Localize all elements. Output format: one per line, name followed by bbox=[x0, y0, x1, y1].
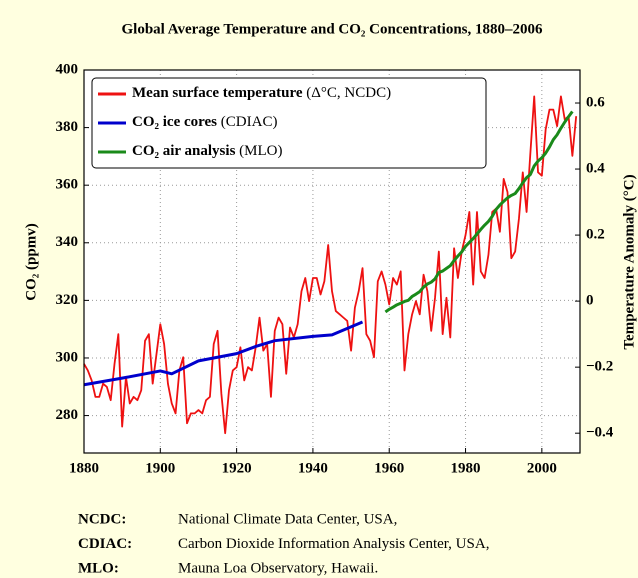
y2-tick-label: −0.4 bbox=[586, 425, 614, 441]
x-tick-label: 1920 bbox=[222, 460, 252, 476]
series-line bbox=[384, 110, 574, 314]
x-tick-label: 1880 bbox=[69, 460, 99, 476]
plot-border bbox=[83, 69, 581, 454]
y-tick-label: 400 bbox=[56, 61, 79, 77]
legend-label: CO₂ ice cores (CDIAC) bbox=[132, 114, 277, 130]
footnote-term: MLO: bbox=[78, 560, 119, 576]
y2-tick-label: 0.6 bbox=[586, 94, 605, 110]
legend-label: Mean surface temperature (Δ°C, NCDC) bbox=[132, 85, 391, 101]
x-tick-label: 1940 bbox=[298, 460, 328, 476]
footnote-text: Mauna Loa Observatory, Hawaii. bbox=[178, 560, 378, 576]
y-tick-label: 360 bbox=[56, 177, 79, 193]
footnote-text: Carbon Dioxide Information Analysis Cent… bbox=[178, 536, 489, 552]
x-tick-label: 2000 bbox=[527, 460, 557, 476]
y-tick-label: 280 bbox=[56, 407, 79, 423]
y-tick-label: 300 bbox=[56, 349, 79, 365]
footnote-term: CDIAC: bbox=[78, 536, 132, 552]
footnote-text: National Climate Data Center, USA, bbox=[178, 511, 397, 527]
legend: Mean surface temperature (Δ°C, NCDC) CO₂ … bbox=[91, 77, 487, 169]
x-tick-label: 1980 bbox=[451, 460, 481, 476]
footnotes: NCDC: National Climate Data Center, USA, C… bbox=[78, 511, 489, 576]
x-tick-label: 1900 bbox=[145, 460, 175, 476]
footnote-term: NCDC: bbox=[78, 511, 126, 527]
legend-label: CO₂ air analysis (MLO) bbox=[132, 143, 282, 159]
y2-tick-label: 0.2 bbox=[586, 227, 605, 243]
y2-tick-label: −0.2 bbox=[586, 359, 613, 375]
series-line bbox=[83, 320, 364, 387]
lines bbox=[83, 95, 578, 435]
x-tick-label: 1960 bbox=[374, 460, 404, 476]
legend-box bbox=[91, 77, 487, 169]
y-axis-label: CO₂ (ppmv) bbox=[23, 223, 39, 300]
y-tick-label: 340 bbox=[56, 234, 79, 250]
chart-title: Global Average Temperature and CO₂ Conce… bbox=[121, 21, 543, 37]
y2-tick-label: 0 bbox=[586, 293, 594, 309]
y2-axis-label: Temperature Anomaly (°C) bbox=[621, 174, 637, 349]
y2-tick-label: 0.4 bbox=[586, 160, 605, 176]
y-tick-label: 380 bbox=[56, 119, 79, 135]
y-tick-label: 320 bbox=[56, 292, 79, 308]
